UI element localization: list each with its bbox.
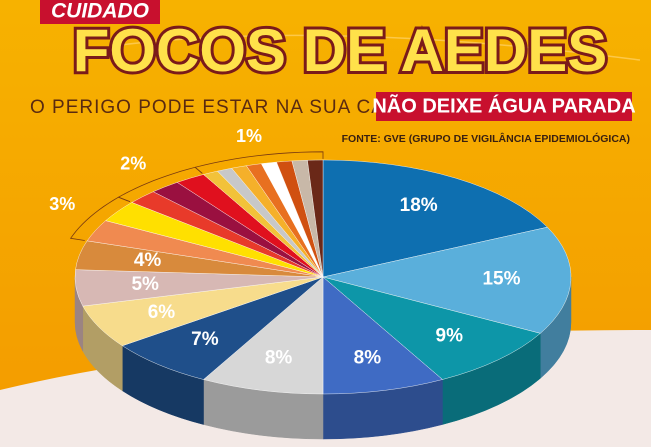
slice [322,226,572,334]
kicker: CUIDADO [51,0,149,23]
value-label: 9% [436,326,464,347]
label-bracket [117,166,203,203]
decor-line [119,34,641,61]
subtitle: O PERIGO PODE ESTAR NA SUA CASA [30,97,412,118]
label-bracket [194,151,324,174]
value-label: 2% [120,154,146,174]
slice [322,276,443,395]
value-label: 7% [191,329,219,350]
tagline-box [376,92,632,121]
value-label: 3% [49,194,75,214]
value-label: 5% [131,274,159,295]
title: FOCOS DE AEDES [73,17,608,84]
value-label: 15% [482,269,520,290]
value-label: 6% [148,302,176,323]
value-label: 4% [134,250,162,271]
value-label: 18% [400,195,438,216]
slice [307,159,324,278]
label-bracket [69,196,131,241]
slice [203,276,324,395]
value-label: 8% [354,348,382,369]
pie: 18% 15% 9% 8% 8% 7% 6% 5% 4% 3% 2% 1% [49,126,572,440]
slice [322,276,541,380]
value-label: 8% [265,348,293,369]
slice [121,276,324,380]
tagline: NÃO DEIXE ÁGUA PARADA [372,94,635,117]
value-label: 1% [236,126,262,146]
slice [322,159,548,278]
source: FONTE: GVE (GRUPO DE VIGILÂNCIA EPIDEMIO… [342,132,630,145]
kicker-box [40,0,160,24]
